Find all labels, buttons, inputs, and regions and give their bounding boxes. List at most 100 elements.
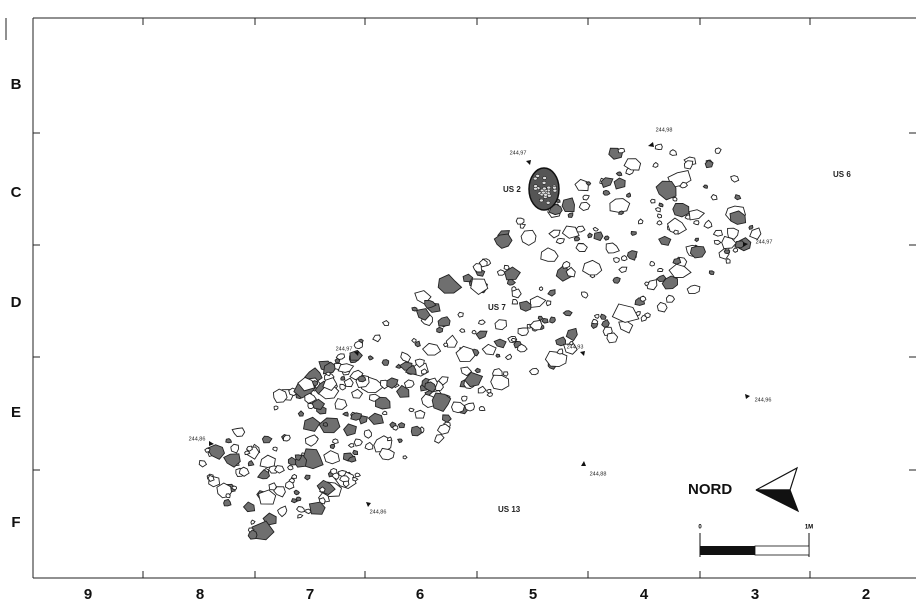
- stone: [319, 486, 326, 493]
- stone: [592, 226, 599, 232]
- stone: [305, 508, 312, 515]
- stone: [400, 351, 412, 363]
- stone: [363, 429, 372, 439]
- stone: [457, 311, 464, 318]
- stone: [410, 425, 422, 437]
- hearth-stone: [547, 194, 552, 198]
- stone: [375, 396, 391, 410]
- stone: [392, 425, 399, 431]
- stone: [649, 198, 656, 204]
- stone: [451, 401, 466, 414]
- stone: [615, 171, 623, 177]
- stone: [408, 407, 415, 413]
- stone: [582, 259, 603, 276]
- elevation: 244,88: [590, 471, 607, 477]
- stone: [626, 250, 638, 261]
- stone: [318, 417, 341, 434]
- stone: [261, 435, 273, 444]
- stone: [231, 427, 246, 437]
- stone: [334, 357, 341, 364]
- stone: [639, 295, 647, 302]
- stone: [652, 161, 659, 168]
- stone: [294, 454, 303, 461]
- hearth-stone: [543, 193, 548, 197]
- stone: [565, 327, 578, 342]
- stone: [295, 496, 302, 502]
- elevation: 244,86: [189, 436, 206, 442]
- stone: [555, 237, 565, 245]
- stone: [284, 480, 295, 490]
- stone: [723, 249, 731, 255]
- stone: [658, 202, 664, 208]
- stone: [655, 274, 667, 283]
- stone: [343, 377, 354, 388]
- stone: [714, 147, 722, 154]
- stone: [474, 367, 481, 374]
- stone: [225, 493, 231, 499]
- column-label: 2: [862, 586, 870, 603]
- stone: [259, 454, 276, 468]
- row-label: E: [11, 404, 21, 421]
- stone: [562, 310, 573, 317]
- stone: [402, 455, 408, 460]
- stone: [672, 202, 690, 218]
- stone: [247, 529, 258, 540]
- stone: [381, 359, 390, 366]
- hearth-stone: [546, 185, 551, 190]
- stone: [656, 220, 663, 226]
- stone: [661, 275, 678, 290]
- stone: [357, 375, 367, 383]
- stone: [350, 412, 363, 421]
- stone: [537, 315, 544, 322]
- stone: [478, 406, 486, 411]
- stone: [242, 501, 256, 513]
- stone: [340, 376, 346, 381]
- row-label: C: [11, 184, 22, 201]
- stone: [626, 192, 632, 198]
- stone: [367, 355, 374, 361]
- stone: [548, 229, 561, 239]
- stone: [623, 158, 642, 171]
- stone: [272, 388, 288, 403]
- row-label: D: [11, 294, 22, 311]
- stone: [481, 343, 497, 356]
- stone: [683, 160, 694, 170]
- stone: [331, 438, 339, 444]
- stone: [256, 469, 271, 480]
- stone: [297, 376, 316, 392]
- stone: [517, 327, 529, 337]
- stone: [581, 291, 589, 299]
- stone: [502, 371, 509, 377]
- stone: [655, 180, 677, 201]
- hearth-stone: [542, 176, 547, 180]
- scale-start: 0: [698, 525, 702, 531]
- stone: [477, 385, 487, 394]
- stone: [613, 177, 626, 190]
- stone: [445, 334, 458, 348]
- hearth-stone: [552, 185, 557, 190]
- elevation: 244,98: [656, 127, 673, 133]
- stone: [694, 237, 699, 243]
- stone: [367, 412, 384, 425]
- stone: [297, 410, 305, 417]
- stone: [665, 294, 676, 303]
- stone: [403, 379, 415, 389]
- stone: [304, 474, 311, 481]
- stone: [334, 398, 348, 410]
- stone: [688, 209, 706, 221]
- stone: [204, 447, 211, 453]
- stone: [424, 381, 437, 393]
- stone: [493, 233, 513, 249]
- stone: [230, 443, 240, 454]
- row-label: B: [11, 76, 22, 93]
- stone: [411, 306, 418, 312]
- column-label: 7: [306, 586, 314, 603]
- stone: [569, 341, 574, 346]
- hearth-stone: [533, 186, 538, 191]
- stone: [364, 441, 374, 451]
- stone: [282, 434, 291, 442]
- stone: [656, 301, 668, 313]
- stone: [549, 316, 556, 324]
- elevation: 244,86: [370, 509, 387, 515]
